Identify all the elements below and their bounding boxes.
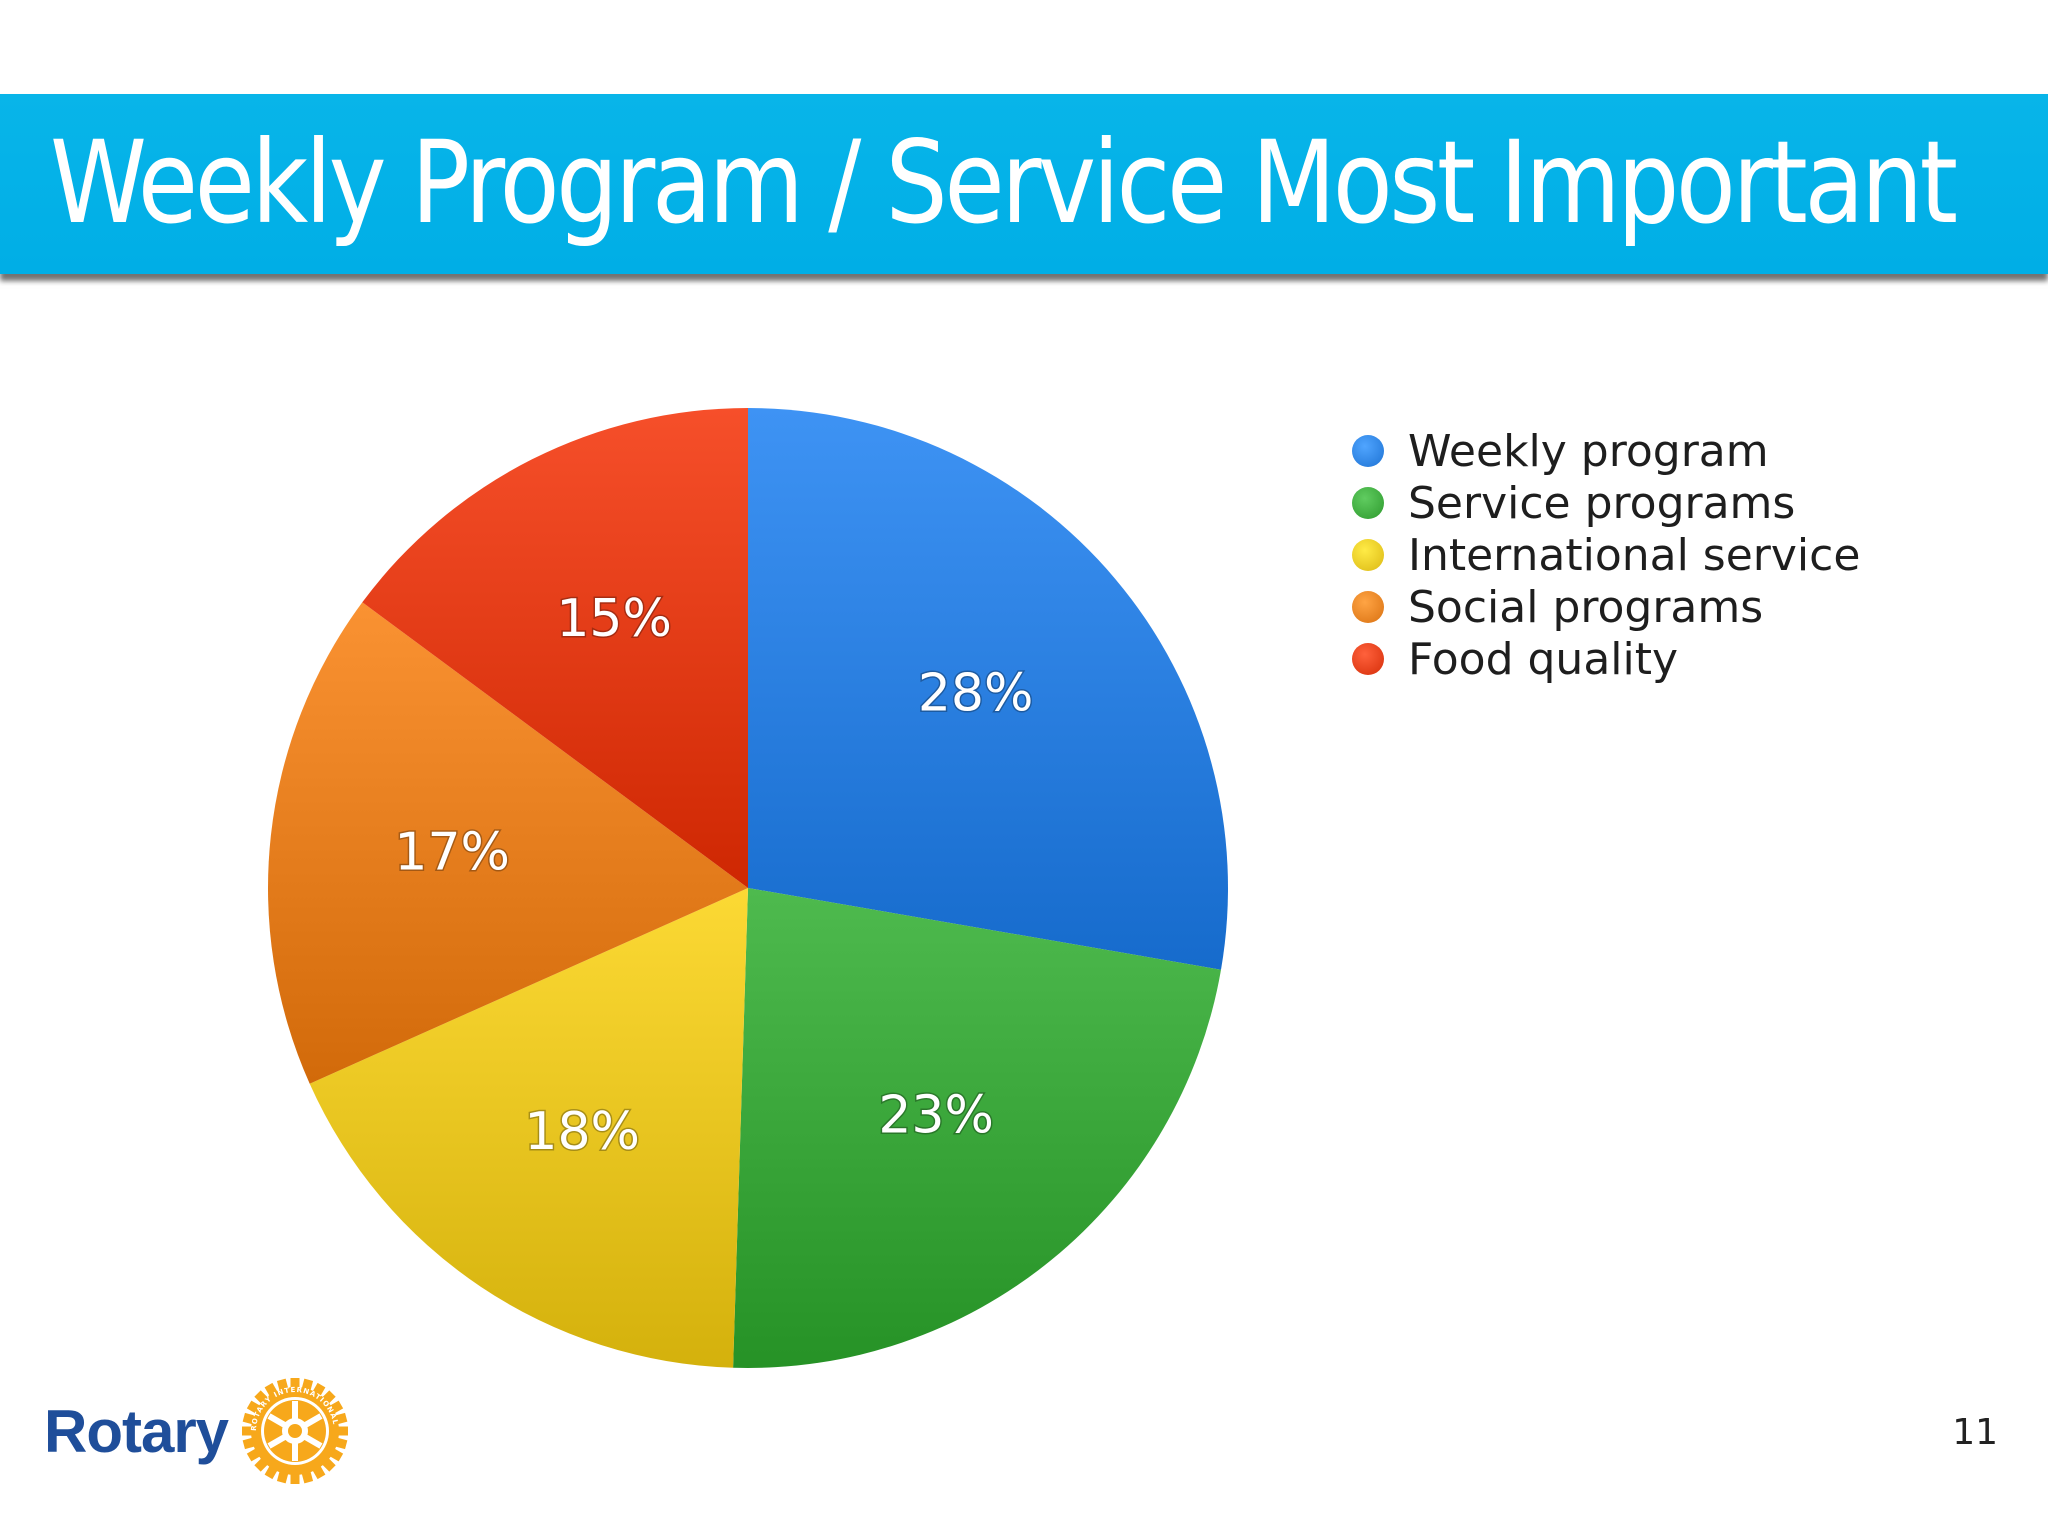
slice-label-food-quality: 15% — [556, 589, 672, 649]
legend-swatch — [1352, 591, 1384, 623]
legend-swatch — [1352, 487, 1384, 519]
legend-swatch — [1352, 643, 1384, 675]
chart-legend: Weekly program Service programs Internatio… — [1352, 425, 1860, 685]
page-number: 11 — [1952, 1412, 1998, 1453]
legend-label: Food quality — [1408, 633, 1679, 685]
slice-label-service-programs: 23% — [878, 1086, 994, 1146]
slice-label-international-service: 18% — [524, 1102, 640, 1162]
legend-item-service-programs: Service programs — [1352, 477, 1860, 529]
rotary-wheel-icon: ROTARY INTERNATIONAL — [242, 1378, 349, 1484]
logo-text: Rotary — [44, 1397, 229, 1465]
legend-item-weekly-program: Weekly program — [1352, 425, 1860, 477]
slice-label-social-programs: 17% — [394, 823, 510, 883]
legend-label: Social programs — [1408, 581, 1764, 633]
legend-swatch — [1352, 435, 1384, 467]
title-bar: Weekly Program / Service Most Important — [0, 94, 2048, 274]
pie-slice-service-programs — [733, 888, 1221, 1368]
pie-slice-food-quality — [362, 408, 748, 888]
legend-item-international-service: International service — [1352, 529, 1860, 581]
legend-label: International service — [1408, 529, 1861, 581]
legend-label: Weekly program — [1408, 425, 1769, 477]
slide-title: Weekly Program / Service Most Important — [50, 116, 1958, 249]
rotary-logo: Rotary ROTARY INTERNATIONAL — [44, 1376, 350, 1486]
legend-label: Service programs — [1408, 477, 1796, 529]
pie-slice-international-service — [309, 888, 748, 1368]
legend-item-food-quality: Food quality — [1352, 633, 1860, 685]
pie-slice-social-programs — [268, 602, 748, 1084]
slice-label-weekly-program: 28% — [918, 663, 1034, 723]
legend-item-social-programs: Social programs — [1352, 581, 1860, 633]
legend-swatch — [1352, 539, 1384, 571]
pie-slice-weekly-program — [748, 408, 1228, 970]
